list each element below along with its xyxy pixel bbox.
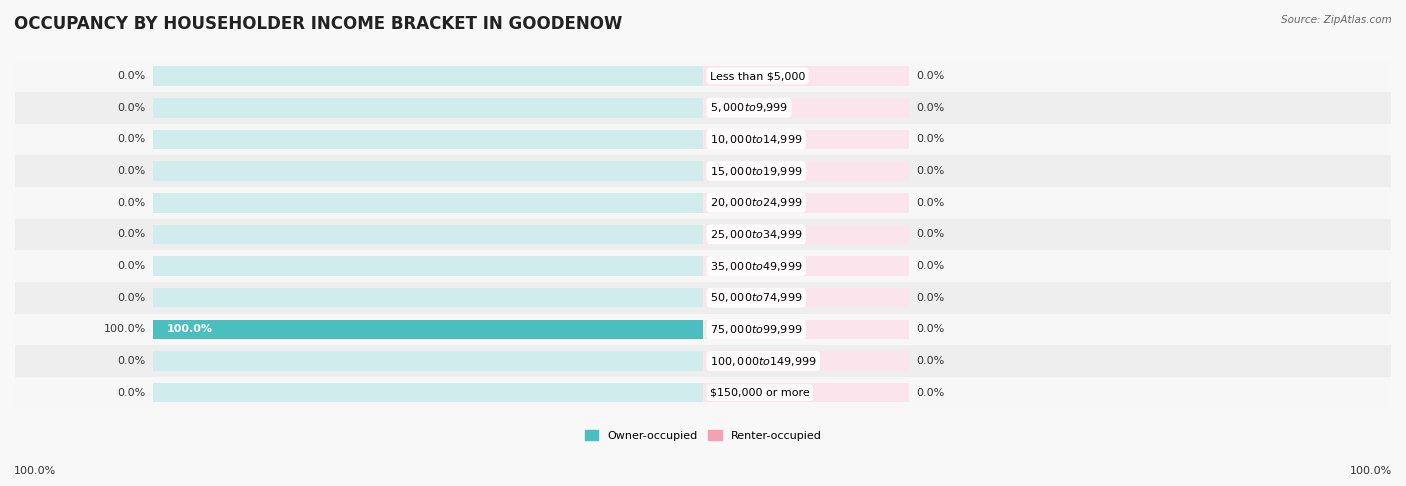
Text: 0.0%: 0.0%	[917, 261, 945, 271]
Text: OCCUPANCY BY HOUSEHOLDER INCOME BRACKET IN GOODENOW: OCCUPANCY BY HOUSEHOLDER INCOME BRACKET …	[14, 15, 623, 33]
Text: Source: ZipAtlas.com: Source: ZipAtlas.com	[1281, 15, 1392, 25]
Bar	[153, 288, 703, 308]
Bar	[15, 92, 1391, 123]
Text: 0.0%: 0.0%	[118, 229, 146, 240]
Bar	[153, 161, 703, 181]
Bar	[153, 193, 703, 212]
Text: 100.0%: 100.0%	[104, 324, 146, 334]
Bar	[703, 193, 910, 212]
Text: 0.0%: 0.0%	[917, 71, 945, 81]
Bar	[15, 250, 1391, 282]
Text: 0.0%: 0.0%	[118, 71, 146, 81]
Bar	[153, 256, 703, 276]
Bar	[153, 319, 703, 339]
Bar	[153, 98, 703, 118]
Text: 0.0%: 0.0%	[917, 198, 945, 208]
Bar	[703, 161, 910, 181]
Bar	[703, 351, 910, 371]
Text: 0.0%: 0.0%	[917, 229, 945, 240]
Bar	[703, 319, 910, 339]
Text: 0.0%: 0.0%	[917, 324, 945, 334]
Text: $5,000 to $9,999: $5,000 to $9,999	[710, 101, 789, 114]
Bar	[15, 60, 1391, 92]
Bar	[703, 288, 910, 308]
Bar	[703, 130, 910, 149]
Text: 100.0%: 100.0%	[166, 324, 212, 334]
Text: $35,000 to $49,999: $35,000 to $49,999	[710, 260, 803, 273]
Bar	[703, 383, 910, 402]
Text: 0.0%: 0.0%	[118, 356, 146, 366]
Text: $10,000 to $14,999: $10,000 to $14,999	[710, 133, 803, 146]
Text: 0.0%: 0.0%	[917, 166, 945, 176]
Text: 0.0%: 0.0%	[917, 388, 945, 398]
Text: $50,000 to $74,999: $50,000 to $74,999	[710, 291, 803, 304]
Text: 100.0%: 100.0%	[1350, 466, 1392, 476]
Text: 0.0%: 0.0%	[917, 103, 945, 113]
Bar	[703, 98, 910, 118]
Bar	[153, 351, 703, 371]
Bar	[15, 345, 1391, 377]
Text: 0.0%: 0.0%	[118, 198, 146, 208]
Text: 0.0%: 0.0%	[118, 388, 146, 398]
Bar	[15, 282, 1391, 313]
Text: $75,000 to $99,999: $75,000 to $99,999	[710, 323, 803, 336]
Bar	[15, 187, 1391, 219]
Bar	[153, 225, 703, 244]
Bar	[153, 66, 703, 86]
Bar	[703, 66, 910, 86]
Text: 100.0%: 100.0%	[14, 466, 56, 476]
Text: $20,000 to $24,999: $20,000 to $24,999	[710, 196, 803, 209]
Text: $25,000 to $34,999: $25,000 to $34,999	[710, 228, 803, 241]
Bar	[153, 130, 703, 149]
Legend: Owner-occupied, Renter-occupied: Owner-occupied, Renter-occupied	[581, 426, 825, 445]
Bar	[153, 383, 703, 402]
Text: 0.0%: 0.0%	[917, 293, 945, 303]
Bar	[15, 123, 1391, 155]
Bar	[15, 219, 1391, 250]
Text: 0.0%: 0.0%	[118, 166, 146, 176]
Text: Less than $5,000: Less than $5,000	[710, 71, 806, 81]
Text: 0.0%: 0.0%	[118, 103, 146, 113]
Bar	[15, 313, 1391, 345]
Text: 0.0%: 0.0%	[917, 356, 945, 366]
Text: 0.0%: 0.0%	[118, 293, 146, 303]
Bar	[703, 256, 910, 276]
Bar	[15, 377, 1391, 409]
Text: $150,000 or more: $150,000 or more	[710, 388, 810, 398]
Text: 0.0%: 0.0%	[917, 134, 945, 144]
Bar	[703, 225, 910, 244]
Text: $15,000 to $19,999: $15,000 to $19,999	[710, 165, 803, 177]
Text: 0.0%: 0.0%	[118, 261, 146, 271]
Text: 0.0%: 0.0%	[118, 134, 146, 144]
Text: $100,000 to $149,999: $100,000 to $149,999	[710, 354, 817, 367]
Bar	[153, 319, 703, 339]
Bar	[15, 155, 1391, 187]
